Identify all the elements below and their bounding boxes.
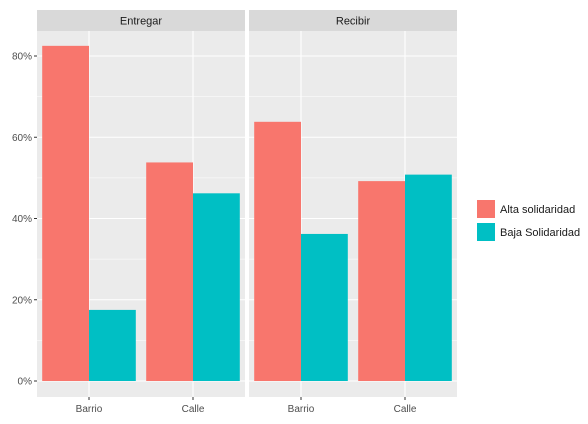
x-tick-label: Calle	[182, 404, 205, 415]
bar-baja-solidaridad-barrio	[301, 233, 348, 381]
legend-label: Alta solidaridad	[500, 204, 575, 216]
bar-alta-solidaridad-calle	[358, 181, 405, 381]
y-tick-label: 20%	[12, 295, 32, 306]
bar-baja-solidaridad-barrio	[89, 309, 136, 381]
bar-alta-solidaridad-calle	[146, 162, 193, 381]
bar-alta-solidaridad-barrio	[254, 121, 301, 381]
facet-strip	[37, 10, 245, 31]
y-tick-label: 80%	[12, 52, 32, 63]
bar-alta-solidaridad-barrio	[42, 45, 89, 381]
legend-key	[477, 200, 495, 218]
bar-baja-solidaridad-calle	[193, 193, 240, 381]
facet-label: Recibir	[336, 16, 371, 28]
x-tick-label: Calle	[394, 404, 417, 415]
x-tick-label: Barrio	[76, 404, 103, 415]
facet-strip	[249, 10, 457, 31]
legend-key	[477, 223, 495, 241]
legend-label: Baja Solidaridad	[500, 227, 580, 239]
y-tick-label: 60%	[12, 133, 32, 144]
facet-label: Entregar	[120, 16, 163, 28]
y-tick-label: 0%	[18, 377, 33, 388]
bar-baja-solidaridad-calle	[405, 174, 452, 381]
y-tick-label: 40%	[12, 214, 32, 225]
x-tick-label: Barrio	[288, 404, 315, 415]
